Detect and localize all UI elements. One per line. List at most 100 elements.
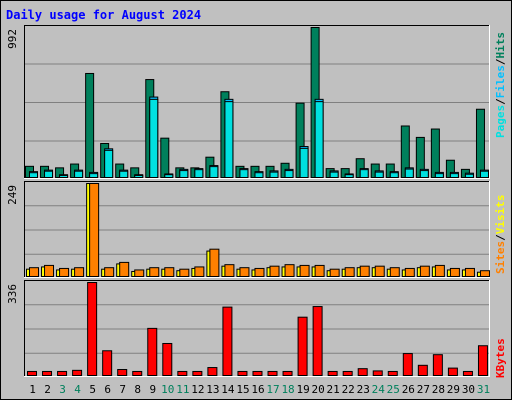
sites-bar [359, 265, 370, 278]
pages-bar [269, 171, 279, 179]
kbytes-bar [462, 370, 473, 377]
kbytes-bar [372, 370, 383, 376]
kbytes-bar [132, 370, 143, 377]
kbytes-bar [192, 370, 203, 377]
kbytes-bar [57, 370, 68, 377]
pages-bar [239, 169, 249, 179]
day-label: 10 [161, 383, 174, 396]
day-label: 1 [29, 383, 36, 396]
day-label: 12 [191, 383, 204, 396]
pages-bar [314, 101, 324, 178]
sites-bar [59, 267, 70, 277]
kbytes-bar [252, 370, 263, 377]
pages-bar [299, 147, 309, 178]
day-label: 22 [342, 383, 355, 396]
kbytes-bar [102, 350, 113, 376]
pages-bar [134, 174, 144, 178]
sites-bar [404, 267, 415, 277]
kbytes-bar [432, 354, 443, 376]
pages-bar [374, 171, 384, 179]
day-label: 19 [296, 383, 309, 396]
sites-bar [224, 264, 235, 278]
pages-bar [209, 166, 219, 178]
day-label: 30 [462, 383, 475, 396]
kbytes-bar [477, 345, 488, 377]
pages-bar [194, 169, 204, 179]
legend-sites: Sites [494, 241, 507, 274]
sites-bar [374, 265, 385, 278]
legend-sep: / [494, 58, 507, 65]
pages-bar [344, 174, 354, 178]
kbytes-bar [207, 367, 218, 376]
legend-pages: Pages [494, 105, 507, 138]
day-label: 5 [89, 383, 96, 396]
legend-group: Pages/Files/Hits [494, 32, 507, 138]
day-label: 17 [266, 383, 279, 396]
kbytes-bar [402, 353, 413, 376]
day-label: 13 [206, 383, 219, 396]
day-label: 27 [417, 383, 430, 396]
day-label: 7 [119, 383, 126, 396]
sites-bar [164, 267, 175, 278]
sites-bar [29, 267, 39, 278]
kbytes-bar [267, 370, 278, 377]
kbytes-bar [27, 370, 37, 377]
pages-bar [479, 170, 489, 178]
day-label: 20 [312, 383, 325, 396]
day-label: 6 [104, 383, 111, 396]
hits-max-label: 992 [6, 29, 19, 49]
legend-sep: / [494, 98, 507, 105]
day-label: 11 [176, 383, 189, 396]
pages-bar [74, 170, 84, 178]
day-label: 28 [432, 383, 445, 396]
chart-title: Daily usage for August 2024 [6, 8, 201, 22]
kbytes-bar [147, 327, 158, 376]
sites-bar [149, 267, 160, 278]
sites-bar [329, 268, 340, 278]
pages-bar [434, 173, 444, 178]
pages-bar [224, 101, 234, 178]
sites-bar [194, 266, 205, 277]
sites-bar [134, 269, 145, 277]
legend-sep: / [494, 234, 507, 241]
day-label: 3 [59, 383, 66, 396]
hits-bar [430, 128, 440, 179]
kbytes-bar [297, 316, 308, 377]
sites-bar [239, 267, 250, 278]
kbytes-bar [222, 306, 233, 376]
sites-bar [434, 264, 445, 277]
legend-visits: Visits [494, 195, 507, 235]
kbytes-bar [312, 306, 323, 376]
legend-files: Files [494, 65, 507, 98]
sites-bar [389, 267, 400, 278]
pages-bar [179, 170, 189, 178]
sites-bar [419, 265, 430, 278]
day-label: 15 [236, 383, 249, 396]
kbytes-bar [117, 369, 128, 376]
visits-max-label: 249 [6, 185, 19, 205]
day-label: 25 [387, 383, 400, 396]
kbytes-bar [72, 369, 83, 377]
sites-bar [179, 268, 190, 278]
pages-bar [284, 170, 294, 178]
kbytes-bar [327, 370, 338, 377]
sites-bar [344, 267, 355, 278]
pages-bar [254, 172, 264, 179]
sites-bar [44, 264, 55, 277]
legend-hits: Hits [494, 32, 507, 59]
day-label: 29 [447, 383, 460, 396]
sites-bar [284, 264, 295, 278]
sites-bar [269, 265, 280, 278]
day-label: 8 [134, 383, 141, 396]
pages-bar [59, 174, 69, 178]
day-label: 4 [74, 383, 81, 396]
sites-bar [89, 183, 100, 277]
kbytes-bar [42, 370, 53, 377]
sites-bar [209, 248, 220, 278]
pages-bar [104, 149, 114, 179]
pages-bar [464, 173, 474, 178]
kbytes-bar [447, 367, 458, 377]
day-label: 9 [149, 383, 156, 396]
pages-bar [449, 173, 459, 178]
